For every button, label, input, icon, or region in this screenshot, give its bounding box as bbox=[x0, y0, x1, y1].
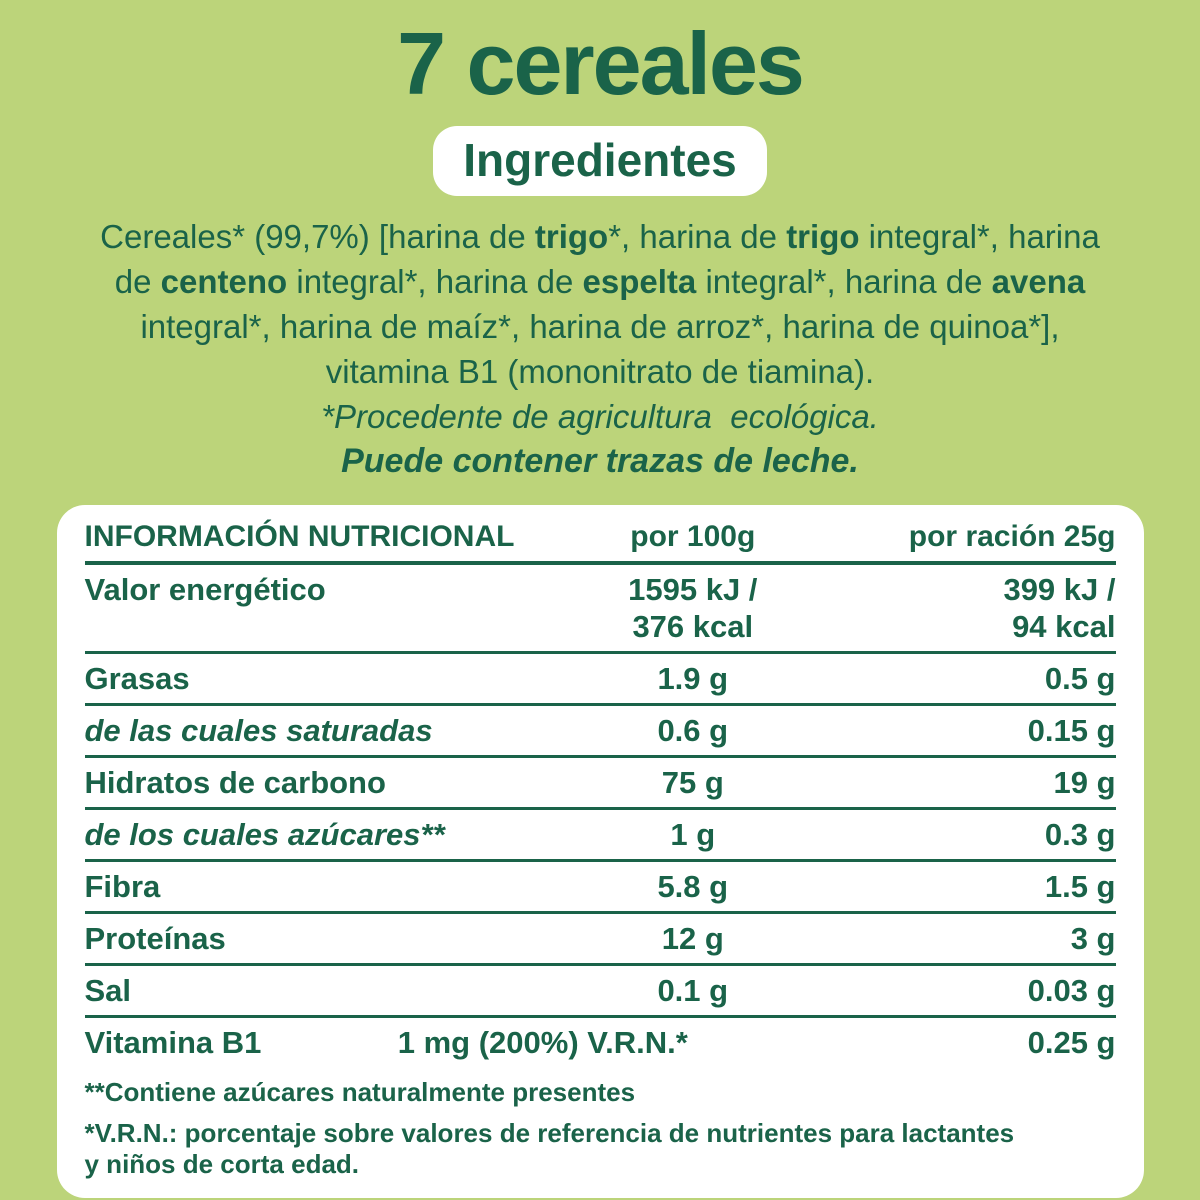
ingredient-emphasis: espelta bbox=[582, 263, 697, 300]
column-header-info: INFORMACIÓN NUTRICIONAL bbox=[84, 511, 539, 565]
nutrition-row: de las cuales saturadas 0.6 g 0.15 g bbox=[84, 704, 1116, 758]
nutrient-label: de las cuales saturadas bbox=[84, 704, 539, 758]
ingredient-emphasis: centeno bbox=[160, 263, 288, 300]
nutrient-label: Hidratos de carbono bbox=[84, 756, 539, 810]
nutrient-label: Proteínas bbox=[84, 912, 539, 966]
ingredients-heading-label: Ingredientes bbox=[463, 134, 737, 186]
organic-note: *Procedente de agricultura ecológica. bbox=[321, 398, 879, 435]
ingredient-text: vitamina B1 (mononitrato de tiamina). bbox=[325, 353, 875, 390]
ingredient-text: integral*, harina bbox=[859, 218, 1100, 255]
ingredients-line: vitamina B1 (mononitrato de tiamina). bbox=[0, 349, 1200, 394]
value-per-racion: 0.5 g bbox=[847, 652, 1116, 706]
value-per-racion: 1.5 g bbox=[847, 860, 1116, 914]
value-per-100g: 1.9 g bbox=[538, 652, 848, 706]
nutrient-label: Grasas bbox=[84, 652, 539, 706]
value-per-100g: 5.8 g bbox=[538, 860, 848, 914]
value-per-100g: 1 mg (200%) V.R.N.* bbox=[398, 1017, 847, 1068]
value-per-racion: 399 kJ / 94 kcal bbox=[847, 563, 1116, 654]
ingredient-text: *, harina de bbox=[608, 218, 787, 255]
nutrition-row: Vitamina B1 1 mg (200%) V.R.N.* 0.25 g bbox=[85, 1017, 1116, 1068]
nutrition-table-body: Valor energético 1595 kJ / 376 kcal 399 kJ… bbox=[84, 563, 1116, 1068]
value-per-racion: 0.03 g bbox=[847, 964, 1116, 1018]
value-per-racion: 3 g bbox=[847, 912, 1116, 966]
nutrient-label: de los cuales azúcares** bbox=[84, 808, 539, 862]
value-per-100g: 12 g bbox=[538, 912, 848, 966]
ingredient-text: integral*, harina de bbox=[696, 263, 992, 300]
column-header-per-racion: por ración 25g bbox=[847, 511, 1116, 565]
ingredients-text: Cereales* (99,7%) [harina de trigo*, har… bbox=[0, 214, 1200, 394]
nutrition-panel: INFORMACIÓN NUTRICIONAL por 100g por rac… bbox=[56, 505, 1144, 1198]
ingredient-text: integral*, harina de maíz*, harina de ar… bbox=[140, 308, 1060, 345]
ingredient-emphasis: avena bbox=[991, 263, 1086, 300]
footnote-sugars: **Contiene azúcares naturalmente present… bbox=[84, 1077, 636, 1107]
value-per-racion: 0.3 g bbox=[847, 808, 1116, 862]
ingredients-line: Cereales* (99,7%) [harina de trigo*, har… bbox=[0, 214, 1200, 259]
ingredients-heading-pill: Ingredientes bbox=[433, 126, 767, 196]
value-per-100g: 75 g bbox=[538, 756, 848, 810]
value-per-racion: 19 g bbox=[847, 756, 1116, 810]
nutrition-row: Valor energético 1595 kJ / 376 kcal 399 kJ… bbox=[84, 563, 1116, 654]
nutrient-label: Valor energético bbox=[84, 563, 539, 654]
nutrition-row: de los cuales azúcares** 1 g 0.3 g bbox=[84, 808, 1116, 862]
nutrient-label: Vitamina B1 bbox=[84, 1025, 262, 1060]
nutrition-table: INFORMACIÓN NUTRICIONAL por 100g por rac… bbox=[84, 511, 1116, 1068]
ingredient-text: de bbox=[114, 263, 161, 300]
nutrition-row: Grasas 1.9 g 0.5 g bbox=[84, 652, 1116, 706]
value-per-100g: 0.1 g bbox=[538, 964, 848, 1018]
value-per-100g: 1 g bbox=[538, 808, 848, 862]
ingredient-text: integral*, harina de bbox=[287, 263, 583, 300]
nutrition-row: Sal 0.1 g 0.03 g bbox=[84, 964, 1116, 1018]
value-per-racion: 0.25 g bbox=[1027, 1025, 1116, 1060]
column-header-per-100g: por 100g bbox=[538, 511, 848, 565]
nutrient-label: Sal bbox=[84, 964, 539, 1018]
nutrition-table-header-row: INFORMACIÓN NUTRICIONAL por 100g por rac… bbox=[84, 511, 1116, 565]
allergen-note: Puede contener trazas de leche. bbox=[341, 442, 859, 480]
ingredients-line: de centeno integral*, harina de espelta … bbox=[0, 259, 1200, 304]
value-per-100g: 0.6 g bbox=[538, 704, 848, 758]
ingredients-line: integral*, harina de maíz*, harina de ar… bbox=[0, 304, 1200, 349]
nutrient-label: Fibra bbox=[84, 860, 539, 914]
value-per-racion: 0.15 g bbox=[847, 704, 1116, 758]
product-title: 7 cereales bbox=[397, 14, 805, 113]
nutrition-row: Fibra 5.8 g 1.5 g bbox=[84, 860, 1116, 914]
ingredient-emphasis: trigo bbox=[534, 218, 609, 255]
value-per-100g: 1595 kJ / 376 kcal bbox=[538, 563, 848, 654]
nutrition-row: Hidratos de carbono 75 g 19 g bbox=[84, 756, 1116, 810]
ingredient-text: Cereales* (99,7%) [harina de bbox=[100, 218, 535, 255]
ingredient-emphasis: trigo bbox=[786, 218, 860, 255]
value-per-100g-text: 1 mg (200%) V.R.N.* bbox=[397, 1025, 688, 1060]
footnote-vrn: *V.R.N.: porcentaje sobre valores de ref… bbox=[84, 1118, 1015, 1179]
